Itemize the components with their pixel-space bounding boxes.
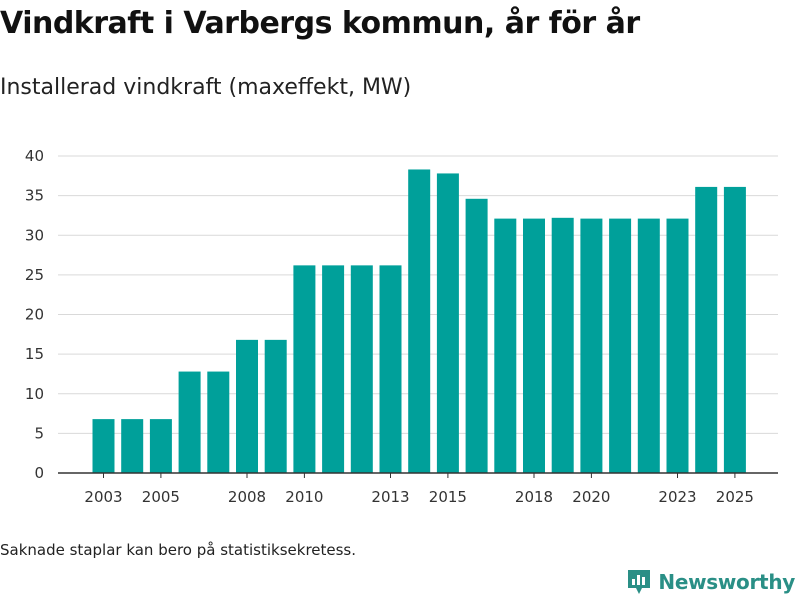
bar-2025 bbox=[723, 186, 746, 473]
bar-2017 bbox=[494, 218, 517, 473]
y-axis-ticks: 0 5 10 15 20 25 30 35 40 bbox=[25, 147, 44, 482]
bar-2018 bbox=[523, 218, 545, 473]
bar-2005 bbox=[149, 419, 172, 473]
x-tick-label: 2020 bbox=[572, 488, 610, 506]
bar-2016 bbox=[465, 198, 488, 474]
y-tick-label: 20 bbox=[25, 306, 44, 324]
bar-2003 bbox=[92, 419, 115, 473]
bar-2007 bbox=[207, 371, 230, 473]
x-tick-label: 2018 bbox=[515, 488, 553, 506]
x-tick-label: 2005 bbox=[142, 488, 180, 506]
bars bbox=[92, 169, 746, 474]
bar-2014 bbox=[408, 169, 431, 473]
bar-2022 bbox=[637, 218, 660, 473]
bar-2015 bbox=[436, 173, 459, 473]
y-tick-label: 10 bbox=[25, 385, 44, 403]
x-tick-label: 2003 bbox=[84, 488, 122, 506]
chart-title: Vindkraft i Varbergs kommun, år för år bbox=[0, 6, 640, 41]
y-tick-label: 5 bbox=[34, 424, 44, 442]
y-tick-label: 25 bbox=[25, 266, 44, 284]
bar-2023 bbox=[666, 218, 689, 473]
bar-2024 bbox=[695, 186, 718, 473]
y-tick-label: 0 bbox=[34, 464, 44, 482]
bar-2012 bbox=[350, 265, 373, 473]
bar-2006 bbox=[178, 371, 201, 473]
x-axis-ticks: 2003 2005 2008 2010 2013 2015 2018 2020 2023 2025 bbox=[84, 473, 754, 506]
bar-2008 bbox=[236, 339, 258, 473]
y-tick-label: 35 bbox=[25, 187, 44, 205]
bar-2010 bbox=[293, 265, 316, 473]
brand-logo[interactable]: Newsworthy bbox=[626, 568, 795, 596]
brand-name: Newsworthy bbox=[658, 570, 795, 594]
bar-2021 bbox=[609, 218, 632, 473]
x-tick-label: 2015 bbox=[429, 488, 467, 506]
x-tick-label: 2025 bbox=[716, 488, 754, 506]
y-tick-label: 30 bbox=[25, 226, 44, 244]
bar-2009 bbox=[264, 339, 287, 473]
y-tick-label: 40 bbox=[25, 147, 44, 165]
chart-subtitle: Installerad vindkraft (maxeffekt, MW) bbox=[0, 75, 412, 100]
bar-2004 bbox=[121, 419, 144, 473]
x-tick-label: 2008 bbox=[228, 488, 266, 506]
x-tick-label: 2013 bbox=[371, 488, 409, 506]
bar-2020 bbox=[580, 218, 603, 473]
bar-2011 bbox=[322, 265, 345, 473]
x-tick-label: 2010 bbox=[285, 488, 323, 506]
footnote: Saknade staplar kan bero på statistiksek… bbox=[0, 541, 357, 559]
y-tick-label: 15 bbox=[25, 345, 44, 363]
bar-2019 bbox=[551, 217, 574, 473]
x-tick-label: 2023 bbox=[658, 488, 696, 506]
bar-2013 bbox=[379, 265, 402, 473]
newsworthy-logo-icon bbox=[628, 570, 651, 594]
